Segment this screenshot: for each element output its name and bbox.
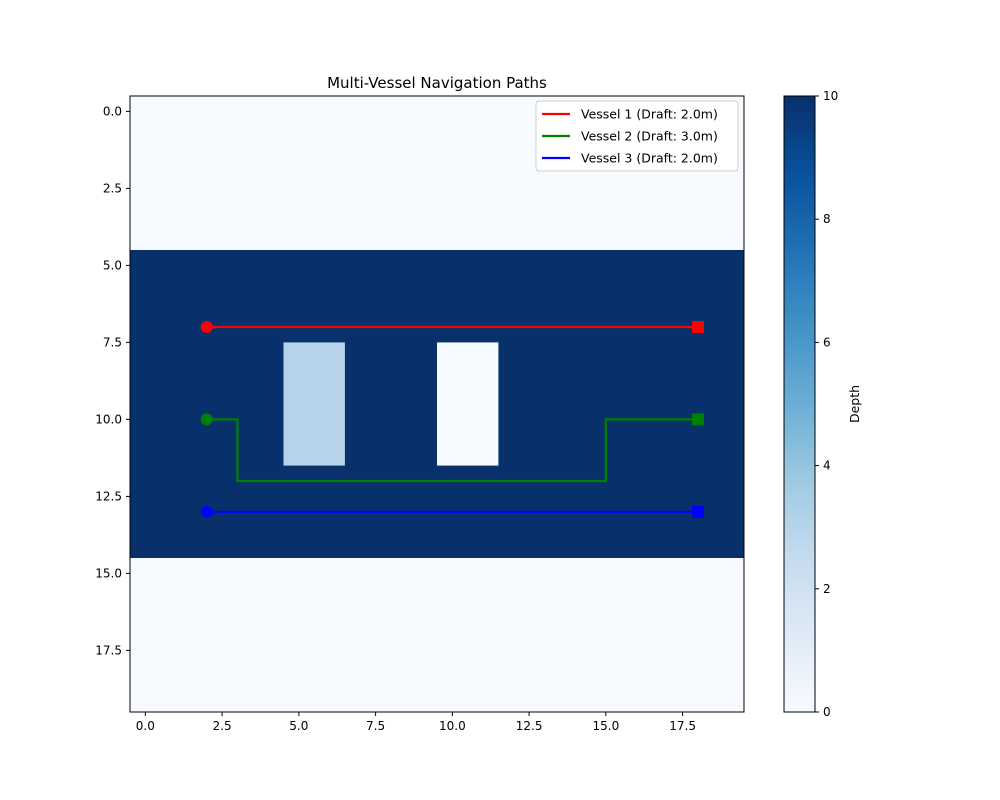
colorbar-tick-label: 10 [823, 89, 838, 103]
x-tick-label: 5.0 [289, 719, 308, 733]
y-tick-label: 15.0 [95, 566, 122, 580]
legend: Vessel 1 (Draft: 2.0m) Vessel 2 (Draft: 3… [535, 100, 739, 172]
x-tick-label: 12.5 [516, 719, 543, 733]
vessel-1-end-marker [691, 321, 704, 333]
x-tick-label: 0.0 [136, 719, 155, 733]
y-tick-label: 5.0 [103, 258, 122, 272]
x-tick-label: 10.0 [439, 719, 466, 733]
y-tick-label: 7.5 [103, 335, 122, 349]
vessel-2-path [206, 418, 698, 483]
vessel-3-start-marker [200, 505, 213, 518]
vessel-2-start-marker [200, 413, 213, 426]
depth-region [283, 342, 345, 466]
legend-label-vessel-1: Vessel 1 (Draft: 2.0m) [581, 107, 718, 122]
colorbar-tick-label: 6 [823, 335, 831, 349]
x-tick-label: 7.5 [366, 719, 385, 733]
y-tick-label: 2.5 [103, 181, 122, 195]
x-axis: 0.0 2.5 5.0 7.5 10.0 12.5 15.0 17.5 [136, 712, 696, 733]
chart-title: Multi-Vessel Navigation Paths [327, 74, 547, 92]
legend-label-vessel-3: Vessel 3 (Draft: 2.0m) [581, 151, 718, 166]
y-tick-label: 0.0 [103, 104, 122, 118]
y-tick-label: 17.5 [95, 643, 122, 657]
colorbar-gradient [783, 95, 816, 713]
x-tick-label: 2.5 [213, 719, 232, 733]
vessel-1-start-marker [200, 321, 213, 333]
colorbar-tick-label: 8 [823, 212, 831, 226]
y-axis: 0.0 2.5 5.0 7.5 10.0 12.5 15.0 17.5 [95, 104, 130, 657]
x-tick-label: 15.0 [592, 719, 619, 733]
vessel-3-end-marker [691, 505, 704, 518]
x-tick-label: 17.5 [669, 719, 696, 733]
plot-frame [129, 95, 745, 713]
colorbar-tick-label: 0 [823, 705, 831, 719]
y-tick-label: 10.0 [95, 412, 122, 426]
colorbar-label: Depth [847, 385, 862, 423]
vessel-2-end-marker [691, 413, 704, 426]
colorbar-tick-label: 2 [823, 582, 831, 596]
colorbar: 0 2 4 6 8 10 [783, 89, 838, 719]
y-tick-label: 12.5 [95, 489, 122, 503]
depth-region [437, 342, 499, 466]
legend-label-vessel-2: Vessel 2 (Draft: 3.0m) [581, 129, 718, 144]
colorbar-tick-label: 4 [823, 459, 831, 473]
legend-box [535, 100, 739, 172]
